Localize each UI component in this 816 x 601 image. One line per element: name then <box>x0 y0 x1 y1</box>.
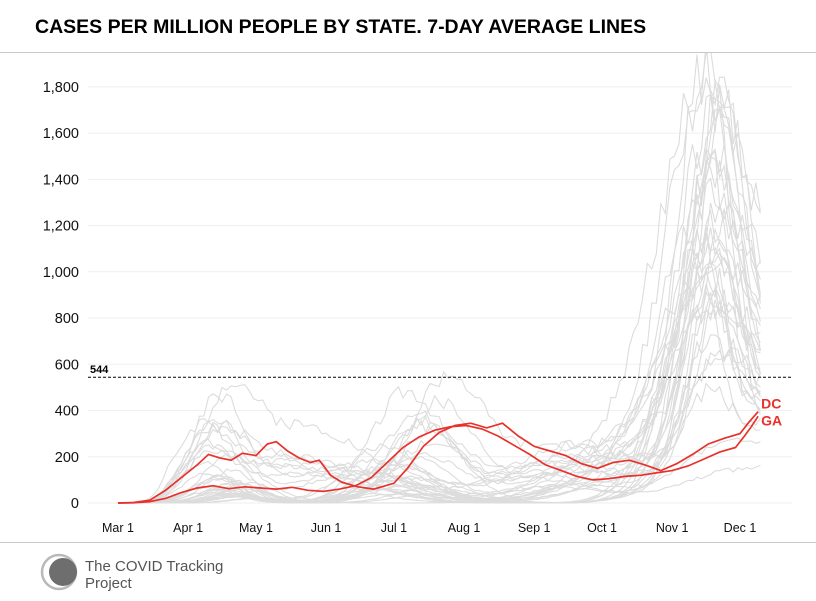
y-tick-label: 400 <box>55 404 79 420</box>
footer-divider <box>0 542 816 543</box>
state-line <box>118 53 761 504</box>
x-tick-label: Oct 1 <box>587 521 617 535</box>
background-state-lines <box>118 53 761 504</box>
state-line <box>118 283 761 504</box>
state-line <box>118 105 761 504</box>
state-line <box>118 227 761 504</box>
state-line <box>118 382 761 504</box>
y-tick-label: 600 <box>55 357 79 373</box>
y-tick-label: 1,000 <box>43 265 79 281</box>
y-tick-label: 0 <box>71 496 79 512</box>
series-label-dc: DC <box>761 396 781 412</box>
organization-name: The COVID Tracking Project <box>85 558 224 592</box>
state-line <box>118 84 761 504</box>
x-tick-label: May 1 <box>239 521 273 535</box>
state-line <box>118 437 761 504</box>
x-tick-label: Sep 1 <box>518 521 551 535</box>
y-tick-label: 1,200 <box>43 219 79 235</box>
x-tick-label: Mar 1 <box>102 521 134 535</box>
state-line <box>118 464 761 504</box>
state-line <box>118 78 761 504</box>
state-line <box>118 334 761 504</box>
reference-line-label: 544 <box>90 364 109 376</box>
state-line <box>118 266 761 504</box>
state-line <box>118 53 761 504</box>
reference-line-group: 544 <box>88 364 792 378</box>
x-axis: Mar 1 Apr 1 May 1 Jun 1 Jul 1 Aug 1 Sep 1 Oct 1… <box>102 521 756 535</box>
chart-title: CASES PER MILLION PEOPLE BY STATE. 7-DAY… <box>35 16 647 38</box>
state-line <box>118 286 761 504</box>
x-tick-label: Apr 1 <box>173 521 203 535</box>
state-line <box>118 54 761 504</box>
y-tick-label: 800 <box>55 311 79 327</box>
state-line <box>118 226 761 504</box>
state-line <box>118 291 761 504</box>
x-tick-label: Dec 1 <box>724 521 757 535</box>
state-line <box>118 252 761 504</box>
x-tick-label: Nov 1 <box>656 521 689 535</box>
series-label-ga: GA <box>761 412 782 428</box>
y-axis: 0 200 400 600 800 1,000 1,200 1,400 1,600 1,800 <box>43 80 79 512</box>
y-tick-label: 1,400 <box>43 172 79 188</box>
state-line <box>118 88 761 504</box>
series-line-ga <box>117 415 759 504</box>
state-line <box>118 299 761 504</box>
state-line <box>118 289 761 504</box>
state-line <box>118 158 761 504</box>
ctp-logo-icon <box>40 553 78 591</box>
x-tick-label: Jun 1 <box>311 521 342 535</box>
x-tick-label: Aug 1 <box>448 521 481 535</box>
series-line-dc <box>117 411 759 504</box>
y-tick-label: 1,600 <box>43 126 79 142</box>
state-line <box>118 208 761 504</box>
y-tick-label: 1,800 <box>43 80 79 96</box>
x-tick-label: Jul 1 <box>381 521 407 535</box>
state-line <box>118 108 761 504</box>
title-divider <box>0 52 816 53</box>
y-tick-label: 200 <box>55 450 79 466</box>
